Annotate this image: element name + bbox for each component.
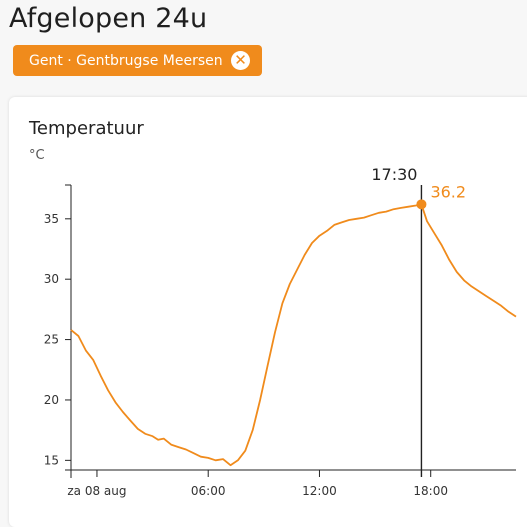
page-title: Afgelopen 24u bbox=[9, 3, 208, 34]
location-filter-label: Gent · Gentbrugse Meersen bbox=[29, 52, 223, 69]
y-tick-label: 15 bbox=[44, 453, 59, 467]
hover-value-label: 36.2 bbox=[430, 182, 466, 201]
y-tick-label: 30 bbox=[44, 272, 59, 286]
chart-axes bbox=[65, 184, 516, 478]
y-tick-label: 35 bbox=[44, 212, 59, 226]
close-circle-icon[interactable]: ✕ bbox=[231, 51, 250, 70]
chart-hover-marker: 17:30 36.2 bbox=[371, 165, 466, 477]
x-tick-label: 06:00 bbox=[191, 484, 226, 498]
hover-point bbox=[416, 199, 427, 210]
y-tick-label: 25 bbox=[44, 333, 59, 347]
temperature-series-line bbox=[70, 203, 517, 467]
x-tick-label: 12:00 bbox=[302, 484, 337, 498]
location-filter-chip[interactable]: Gent · Gentbrugse Meersen ✕ bbox=[13, 45, 262, 76]
chart-title: Temperatuur bbox=[29, 118, 144, 139]
hover-time-label: 17:30 bbox=[371, 165, 417, 184]
temperature-chart[interactable]: 15 20 25 30 35 za 08 aug 06:00 12:00 18:00 17:30… bbox=[0, 0, 527, 513]
x-tick-label: za 08 aug bbox=[67, 484, 126, 498]
y-tick-label: 20 bbox=[44, 393, 59, 407]
temperature-card bbox=[9, 97, 527, 527]
chart-series bbox=[70, 203, 517, 467]
x-tick-label: 18:00 bbox=[413, 484, 448, 498]
unit-label: °C bbox=[29, 148, 45, 163]
chart-ticks: 15 20 25 30 35 za 08 aug 06:00 12:00 18:00 bbox=[44, 212, 448, 498]
